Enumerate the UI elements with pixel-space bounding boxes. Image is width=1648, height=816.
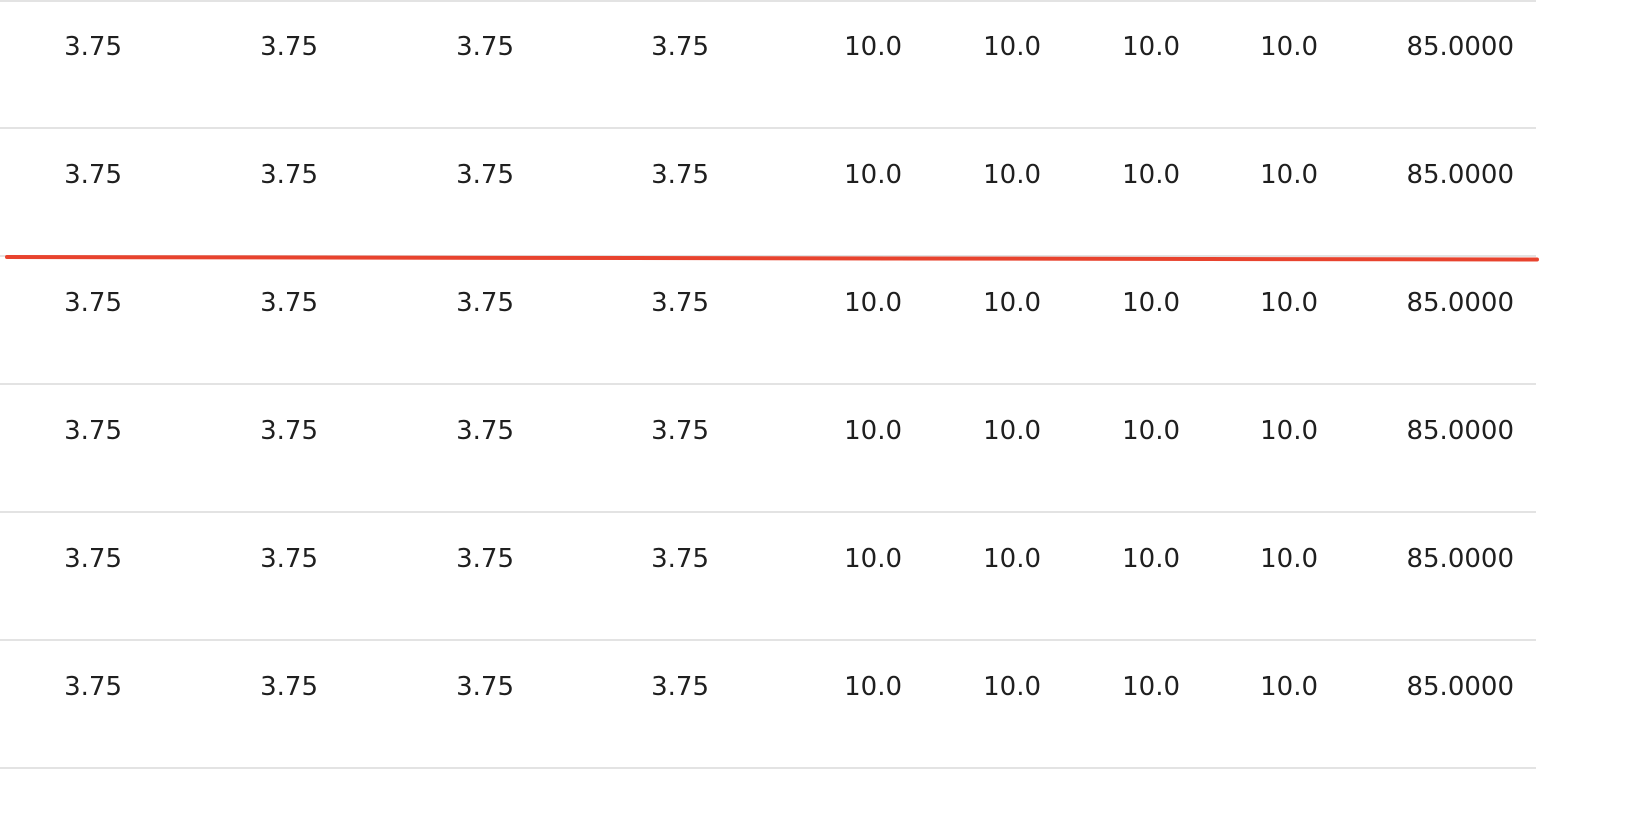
table-cell: 10.0 — [844, 32, 902, 62]
table-row[interactable]: 3.75 3.75 3.75 3.75 10.0 10.0 10.0 10.0 85.0000 — [0, 257, 1536, 385]
table-cell: 3.75 — [260, 288, 318, 318]
table-cell: 10.0 — [844, 544, 902, 574]
table-cell: 3.75 — [260, 416, 318, 446]
table-cell: 10.0 — [983, 288, 1041, 318]
table-cell: 10.0 — [983, 160, 1041, 190]
table-row[interactable]: 3.75 3.75 3.75 3.75 10.0 10.0 10.0 10.0 85.0000 — [0, 385, 1536, 513]
row-divider — [0, 511, 1536, 513]
table-cell: 10.0 — [1260, 672, 1318, 702]
table-cell: 3.75 — [651, 160, 709, 190]
table-cell: 3.75 — [456, 416, 514, 446]
table-cell: 3.75 — [260, 544, 318, 574]
table-cell: 3.75 — [651, 544, 709, 574]
table-cell: 3.75 — [651, 672, 709, 702]
table-cell: 3.75 — [456, 288, 514, 318]
table-cell: 10.0 — [844, 160, 902, 190]
table-cell: 3.75 — [456, 544, 514, 574]
drop-indicator-line — [5, 255, 1539, 262]
row-divider — [0, 255, 1536, 257]
table-cell: 10.0 — [1260, 416, 1318, 446]
table-cell: 3.75 — [651, 288, 709, 318]
table-cell: 10.0 — [1122, 288, 1180, 318]
table-cell: 3.75 — [64, 32, 122, 62]
table-cell: 3.75 — [456, 160, 514, 190]
table-row[interactable]: 3.75 3.75 3.75 3.75 10.0 10.0 10.0 10.0 85.0000 — [0, 641, 1536, 769]
table-cell: 10.0 — [1122, 32, 1180, 62]
table-cell: 10.0 — [1260, 32, 1318, 62]
row-divider — [0, 767, 1536, 769]
table-cell: 10.0 — [844, 672, 902, 702]
table-cell: 10.0 — [1122, 544, 1180, 574]
table-cell: 3.75 — [260, 672, 318, 702]
table-cell: 3.75 — [64, 416, 122, 446]
table-row[interactable]: 3.75 3.75 3.75 3.75 10.0 10.0 10.0 10.0 85.0000 — [0, 513, 1536, 641]
table-cell: 3.75 — [260, 160, 318, 190]
table-cell: 85.0000 — [1406, 544, 1514, 574]
table-cell: 85.0000 — [1406, 416, 1514, 446]
table-cell: 3.75 — [651, 32, 709, 62]
table-cell: 10.0 — [983, 544, 1041, 574]
table-cell: 3.75 — [260, 32, 318, 62]
table-cell: 10.0 — [983, 416, 1041, 446]
table-cell: 10.0 — [844, 288, 902, 318]
table-row[interactable]: 3.75 3.75 3.75 3.75 10.0 10.0 10.0 10.0 85.0000 — [0, 1, 1536, 129]
row-drop-indicator — [5, 255, 1539, 262]
table-cell: 3.75 — [64, 544, 122, 574]
table-cell: 10.0 — [983, 32, 1041, 62]
table-cell: 10.0 — [1260, 160, 1318, 190]
table-cell: 3.75 — [64, 160, 122, 190]
table-cell: 10.0 — [844, 416, 902, 446]
table-cell: 10.0 — [1260, 544, 1318, 574]
table-cell: 3.75 — [64, 288, 122, 318]
table-cell: 85.0000 — [1406, 32, 1514, 62]
table-cell: 10.0 — [1122, 160, 1180, 190]
table-top-border — [0, 0, 1536, 2]
table-cell: 85.0000 — [1406, 672, 1514, 702]
table-row[interactable]: 3.75 3.75 3.75 3.75 10.0 10.0 10.0 10.0 85.0000 — [0, 129, 1536, 257]
table-cell: 10.0 — [1122, 672, 1180, 702]
table-cell: 3.75 — [456, 32, 514, 62]
table-cell: 10.0 — [1260, 288, 1318, 318]
table-cell: 85.0000 — [1406, 160, 1514, 190]
table-cell: 10.0 — [1122, 416, 1180, 446]
table-cell: 3.75 — [651, 416, 709, 446]
row-divider — [0, 383, 1536, 385]
data-table: 3.75 3.75 3.75 3.75 10.0 10.0 10.0 10.0 85.0000 3… — [0, 0, 1536, 769]
row-divider — [0, 639, 1536, 641]
row-divider — [0, 127, 1536, 129]
table-cell: 10.0 — [983, 672, 1041, 702]
table-cell: 3.75 — [456, 672, 514, 702]
table-cell: 3.75 — [64, 672, 122, 702]
table-cell: 85.0000 — [1406, 288, 1514, 318]
